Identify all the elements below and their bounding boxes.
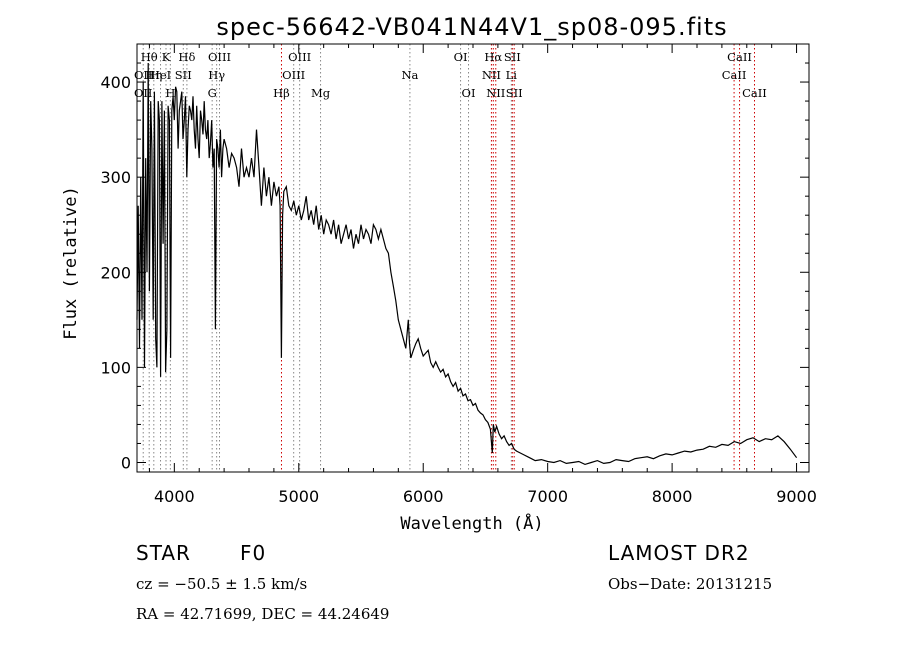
y-axis-label: Flux (relative) [61,186,81,340]
spectral-line-label: H [165,86,175,100]
y-tick-label: 300 [100,168,131,187]
spectral-line-label: Hβ [273,86,290,100]
chart-title: spec-56642-VB041N44V1_sp08-095.fits [216,13,727,41]
flux-series-line [136,62,798,466]
plot-frame [136,43,810,473]
spectral-line-label: SII [506,86,523,100]
spectral-line-label: Hγ [208,68,225,82]
spectral-line-label: Hα [484,50,502,64]
x-axis-label: Wavelength (Å) [400,512,543,534]
redshift-cz: cz = −50.5 ± 1.5 km/s [136,575,308,593]
ra-dec-coordinates: RA = 42.71699, DEC = 44.24649 [136,605,390,623]
object-subclass: F0 [240,541,267,565]
y-tick-label: 100 [100,358,131,377]
spectral-line-label: G [208,86,217,100]
observation-date: Obs−Date: 20131215 [608,575,773,593]
spectral-line-label: SII [504,50,521,64]
x-tick-label: 9000 [776,487,817,506]
spectral-line-label: Mg [311,86,331,100]
x-tick-label: 6000 [403,487,444,506]
spectral-line-label: OIII [288,50,311,64]
object-class: STAR [136,541,191,565]
spectral-line-label: Li [506,68,518,82]
x-tick-label: 4000 [154,487,195,506]
spectral-line-label: NII [486,86,505,100]
spectral-line-label: K [162,50,171,64]
spectral-line-label: NII [482,68,501,82]
x-tick-label: 8000 [652,487,693,506]
y-tick-label: 400 [100,73,131,92]
spectral-line-label: Hη [145,68,162,82]
x-tick-label: 7000 [527,487,568,506]
spectral-line-label: HeI [150,68,171,82]
y-tick-label: 0 [121,453,131,472]
spectral-line-label: OIII [282,68,305,82]
spectral-line-label: OI [462,86,476,100]
survey-name: LAMOST DR2 [608,541,750,565]
x-tick-label: 5000 [278,487,319,506]
spectral-line-label: Hδ [178,50,195,64]
spectral-line-label: CaII [722,68,747,82]
spectral-line-label: Hθ [141,50,158,64]
spectral-line-label: CaII [742,86,767,100]
y-tick-label: 200 [100,263,131,282]
spectral-line-label: OIII [208,50,231,64]
spectral-line-label: SII [175,68,192,82]
spectral-line-label: CaII [727,50,752,64]
spectral-line-label: OI [454,50,468,64]
spectral-line-label: Na [401,68,418,82]
